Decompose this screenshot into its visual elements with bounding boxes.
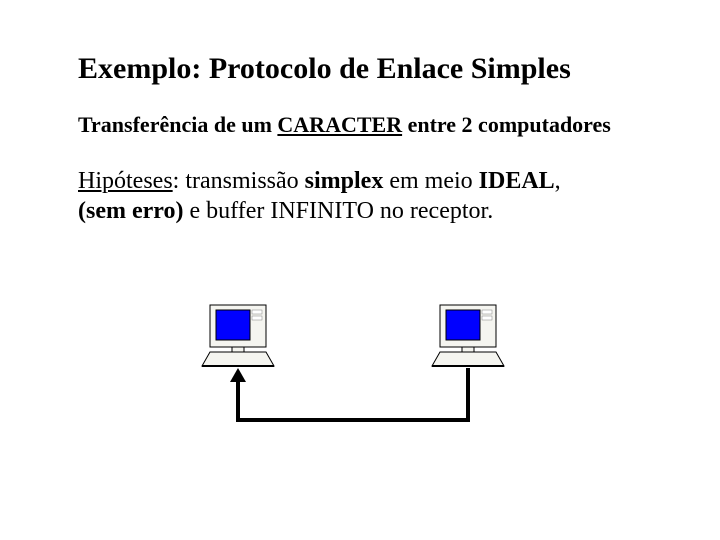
body-h: INFINITO <box>270 198 374 224</box>
slide-subtitle: Transferência de um CARACTER entre 2 com… <box>78 112 650 138</box>
slide-body: Hipóteses: transmissão simplex em meio I… <box>78 166 650 226</box>
body-hip: Hipóteses <box>78 168 173 194</box>
subtitle-text-a: Transferência de um <box>78 112 277 137</box>
body-g: e buffer <box>184 198 271 224</box>
slide-title: Exemplo: Protocolo de Enlace Simples <box>78 52 650 86</box>
network-diagram <box>190 300 530 470</box>
body-a: : transmissão <box>173 168 305 194</box>
connection-arrow-icon <box>230 368 468 420</box>
body-f: (sem erro) <box>78 198 184 224</box>
computer-left-icon <box>202 305 274 366</box>
body-d: IDEAL <box>479 168 555 194</box>
computer-right-icon <box>432 305 504 366</box>
body-i: no receptor. <box>374 198 493 224</box>
subtitle-text-b: CARACTER <box>277 112 402 137</box>
body-c: em meio <box>383 168 478 194</box>
slide: Exemplo: Protocolo de Enlace Simples Tra… <box>0 0 720 540</box>
body-e: , <box>555 168 561 194</box>
body-b: simplex <box>305 168 384 194</box>
subtitle-text-c: entre 2 computadores <box>402 112 611 137</box>
